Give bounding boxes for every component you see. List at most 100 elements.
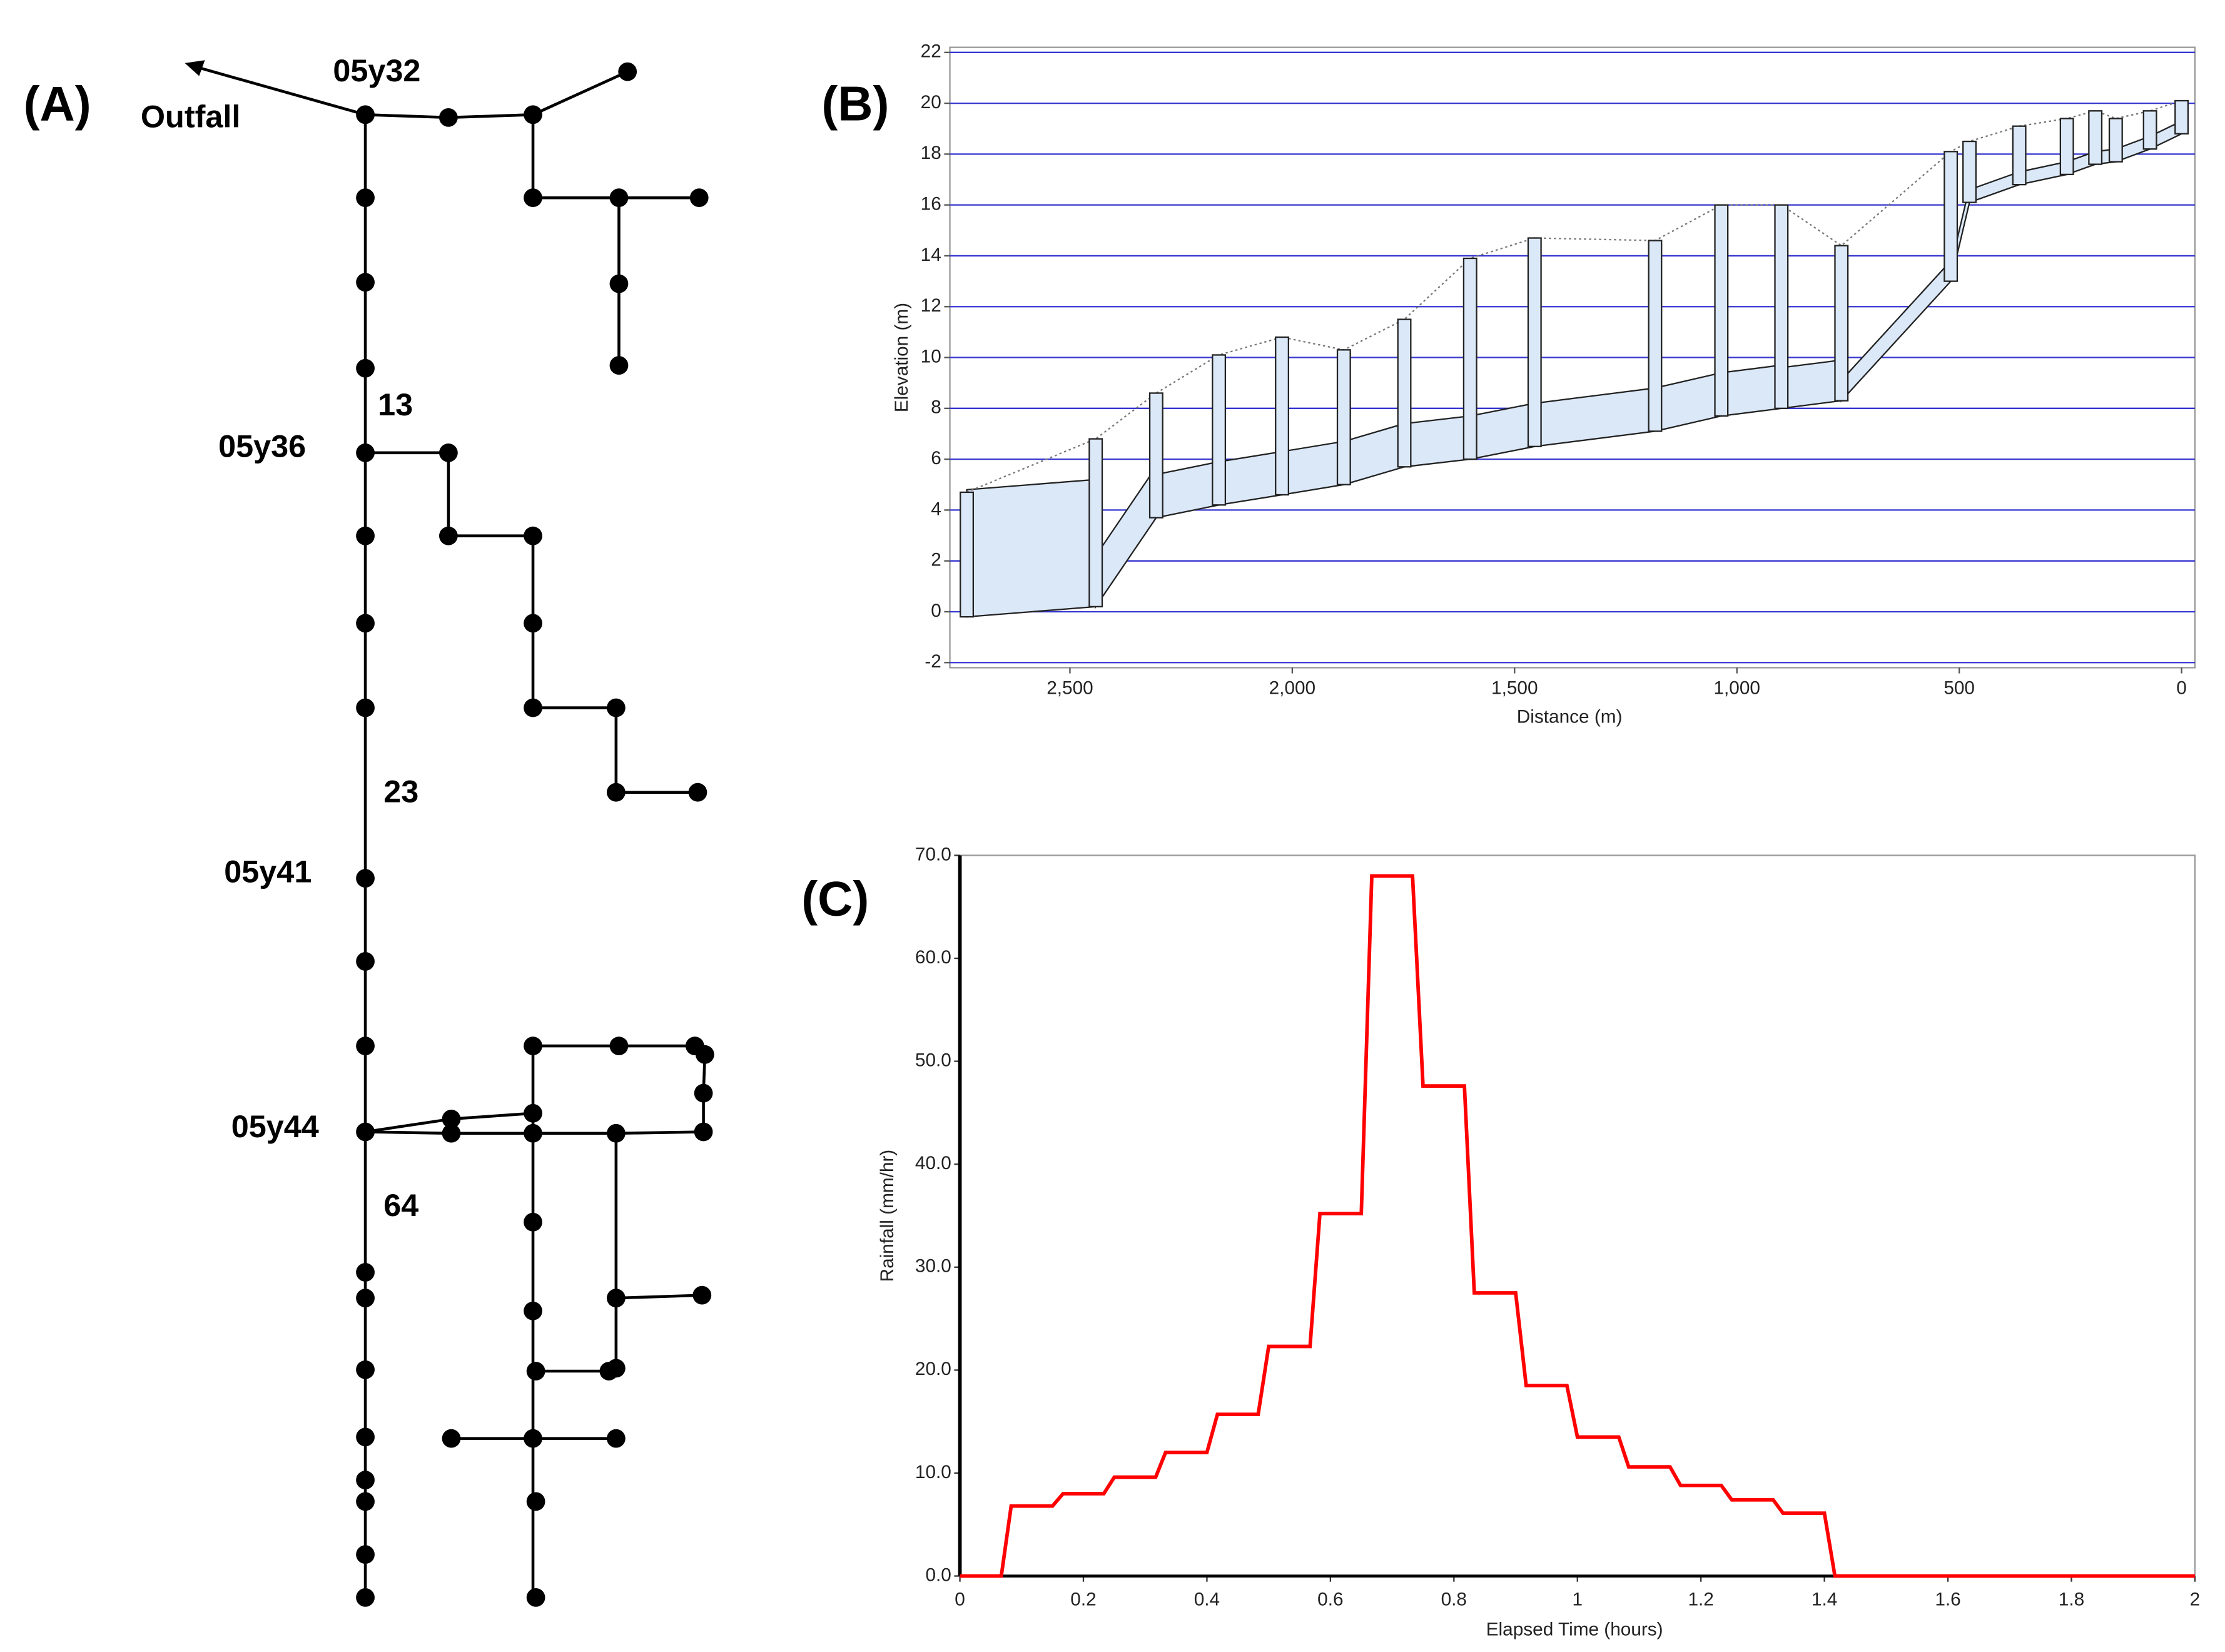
node-shaft	[1962, 140, 1977, 203]
node	[356, 1360, 375, 1379]
y-tick-label: 6	[931, 448, 941, 469]
x-tick-label: 0.6	[1317, 1589, 1343, 1609]
y-tick-label: 0	[931, 600, 941, 621]
node	[356, 443, 375, 462]
node	[356, 952, 375, 971]
node	[692, 1285, 712, 1305]
node	[356, 1122, 375, 1142]
y-tick-label: 12	[921, 295, 941, 316]
node	[442, 1123, 461, 1143]
y-axis-label: Rainfall (mm/hr)	[877, 1150, 898, 1282]
node	[356, 1545, 375, 1564]
node-shaft	[1212, 354, 1227, 506]
y-tick-label: 22	[921, 41, 941, 62]
x-tick-label: 1,500	[1491, 678, 1538, 699]
node-label: 64	[383, 1187, 418, 1223]
node	[524, 1212, 542, 1232]
pipe	[966, 479, 1097, 618]
node	[356, 1588, 375, 1607]
y-axis-label: Elevation (m)	[891, 303, 912, 412]
rainfall-line	[960, 874, 2195, 1578]
node-shaft	[2174, 99, 2189, 135]
node-shaft	[1774, 204, 1789, 409]
outfall-arrow	[185, 60, 205, 76]
pipe-link	[614, 1133, 702, 1300]
y-tick-label: 70.0	[915, 844, 951, 864]
x-tick-label: 0.8	[1441, 1589, 1467, 1609]
node-shaft	[1148, 392, 1163, 519]
node	[526, 1588, 545, 1607]
node-shaft	[1336, 349, 1351, 485]
node-shaft	[1275, 336, 1289, 496]
y-tick-label: 50.0	[915, 1050, 951, 1070]
node	[442, 1429, 461, 1448]
pipe-link	[535, 1298, 618, 1373]
node	[356, 869, 375, 888]
x-tick-label: 2,500	[1047, 678, 1093, 699]
node-label: 05y41	[224, 854, 312, 889]
node	[695, 1045, 714, 1064]
x-tick-label: 1,000	[1713, 678, 1760, 699]
node	[606, 1289, 626, 1308]
node-shaft	[1944, 151, 1959, 282]
node	[356, 1471, 375, 1489]
y-tick-label: 20	[921, 92, 941, 113]
node	[524, 614, 542, 633]
node	[356, 526, 375, 545]
node	[356, 614, 375, 633]
node	[356, 188, 375, 208]
node	[439, 526, 458, 545]
pipe	[1403, 415, 1471, 468]
x-tick-label: 1.6	[1935, 1589, 1960, 1609]
y-tick-label: 40.0	[915, 1153, 951, 1173]
node	[609, 1036, 629, 1055]
node-shaft	[2059, 118, 2074, 176]
node	[439, 443, 458, 462]
x-tick-label: 0.4	[1194, 1589, 1220, 1609]
node	[356, 105, 375, 124]
pipe-link	[365, 70, 629, 119]
node	[609, 356, 629, 375]
x-tick-label: 0.2	[1070, 1589, 1096, 1609]
pipe	[1780, 359, 1842, 410]
y-tick-label: 10	[921, 346, 941, 367]
y-tick-label: 16	[921, 194, 941, 215]
node	[606, 783, 626, 802]
node	[524, 1036, 542, 1055]
node	[609, 188, 629, 208]
network-diagram	[185, 60, 714, 1607]
node	[524, 1429, 542, 1448]
panel-label: (B)	[821, 76, 889, 131]
node	[526, 1492, 545, 1511]
pipe	[1720, 364, 1782, 417]
node-shaft	[2108, 118, 2123, 163]
plot-frame	[959, 854, 2196, 1577]
node	[694, 1122, 713, 1142]
node	[599, 1362, 619, 1381]
node	[609, 274, 629, 293]
y-tick-label: 14	[921, 245, 941, 265]
node-label: 13	[378, 387, 413, 422]
node-shaft	[1834, 245, 1849, 402]
outfall-link	[197, 66, 366, 116]
node-label: Outfall	[141, 98, 241, 134]
node-shaft	[2142, 110, 2157, 150]
node-shaft	[1397, 318, 1412, 468]
node	[524, 1103, 542, 1123]
node-shaft	[1527, 237, 1542, 447]
panel-label: (C)	[801, 872, 869, 926]
node	[356, 1289, 375, 1308]
x-tick-label: 1.2	[1688, 1589, 1713, 1609]
node	[356, 1492, 375, 1511]
x-axis-label: Elapsed Time (hours)	[1486, 1619, 1663, 1639]
node-shaft	[1462, 257, 1477, 460]
node	[694, 1083, 713, 1103]
x-tick-label: 0	[955, 1589, 965, 1609]
x-tick-label: 500	[1944, 678, 1975, 699]
node	[356, 273, 375, 292]
node-shaft	[2012, 125, 2027, 186]
node	[606, 1123, 626, 1143]
node	[356, 698, 375, 717]
node	[524, 1123, 542, 1143]
